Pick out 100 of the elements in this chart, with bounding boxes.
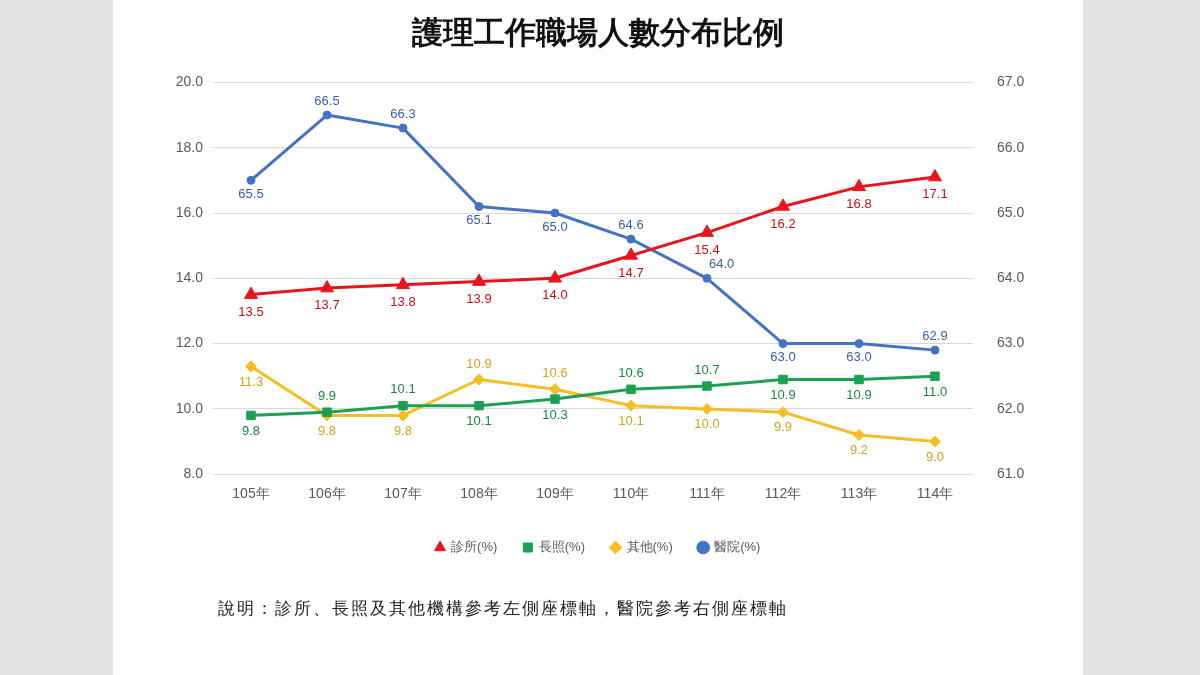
point [548,270,562,283]
point [245,360,257,373]
data-label: 9.8 [393,422,413,438]
point [854,374,864,385]
chart-title: 護理工作職場人數分布比例 [410,13,785,52]
y2-tick-label: 62.0 [997,399,1025,416]
data-label: 16.2 [770,215,796,231]
point [702,273,712,283]
data-label: 10.1 [618,412,644,428]
data-label: 9.9 [317,387,337,403]
x-tick-label: 105年 [232,485,270,502]
x-tick-label: 114年 [916,485,954,502]
data-label: 66.5 [314,92,340,108]
point [397,409,409,422]
point [854,339,864,349]
x-tick-label: 108年 [460,485,498,502]
data-label: 10.9 [770,387,796,403]
data-label: 9.9 [773,419,793,435]
point [778,374,788,385]
data-label: 13.7 [314,297,340,313]
point [474,201,484,211]
data-label: 66.3 [390,105,416,121]
point [550,208,560,218]
data-label: 15.4 [694,241,720,257]
y2-tick-label: 61.0 [997,465,1025,482]
data-label: 9.8 [317,422,337,438]
point [624,247,638,260]
data-label: 9.8 [241,423,261,439]
x-tick-label: 107年 [384,485,422,502]
legend-label: 醫院(%) [714,539,761,555]
data-label: 13.8 [390,293,416,309]
y-tick-label: 14.0 [175,269,204,286]
legend-label: 其他(%) [626,539,673,555]
point [777,406,789,419]
data-label: 65.1 [466,212,492,228]
data-label: 9.2 [849,442,869,458]
text: 說明：診所、長照及其他機構參考左側座標軸，醫院參考右側座標軸 [218,597,788,620]
point [246,410,256,421]
x-tick-label: 111年 [689,485,725,502]
point [626,384,636,395]
data-label: 9.0 [925,448,945,464]
point [701,402,713,415]
point [853,429,865,442]
point [322,407,332,417]
point [550,394,560,404]
point [702,381,712,391]
x-tick-label: 112年 [764,485,802,502]
data-label: 63.0 [846,349,872,365]
point [776,198,790,211]
point [396,276,410,290]
data-label: 14.0 [542,287,568,303]
point [928,169,942,182]
data-label: 64.0 [708,255,735,271]
point [625,399,637,412]
y-tick-label: 8.0 [183,465,204,482]
data-label: 10.7 [694,361,720,377]
x-tick-label: 110年 [612,485,650,502]
point [929,435,941,448]
data-label: 62.9 [922,327,948,343]
point [320,280,334,293]
point [626,234,636,244]
point [398,123,408,133]
data-label: 10.3 [542,406,568,422]
point [930,345,940,355]
data-label: 10.9 [846,387,872,403]
data-label: 63.0 [770,349,796,365]
point [549,383,561,396]
data-label: 11.0 [922,383,948,399]
y2-tick-label: 65.0 [997,203,1025,220]
point [852,178,866,192]
point [473,373,485,386]
y-tick-label: 10.0 [175,399,204,416]
point [474,400,484,411]
y2-tick-label: 67.0 [997,73,1025,90]
legend-label: 診所(%) [451,539,498,555]
y-tick-label: 18.0 [175,138,204,155]
x-tick-label: 109年 [536,485,574,502]
data-label: 10.6 [618,364,644,380]
y2-tick-label: 64.0 [997,269,1025,286]
data-label: 13.9 [466,290,492,306]
point [244,286,258,299]
data-label: 11.3 [238,373,264,389]
point [398,400,408,411]
data-label: 17.1 [922,186,948,202]
y2-tick-label: 66.0 [997,138,1025,155]
data-label: 10.1 [390,381,416,397]
data-label: 10.6 [542,365,568,381]
y-tick-label: 16.0 [175,203,204,220]
point [930,371,940,381]
point [700,224,714,237]
data-label: 64.6 [618,216,644,232]
data-label: 10.0 [694,415,720,431]
data-label: 10.1 [466,413,492,429]
point [322,110,332,120]
data-label: 14.7 [618,264,644,280]
data-label: 10.9 [466,355,492,371]
y-tick-label: 20.0 [175,73,204,90]
legend-label: 長照(%) [538,539,585,555]
data-label: 16.8 [846,195,872,211]
point [778,339,788,349]
